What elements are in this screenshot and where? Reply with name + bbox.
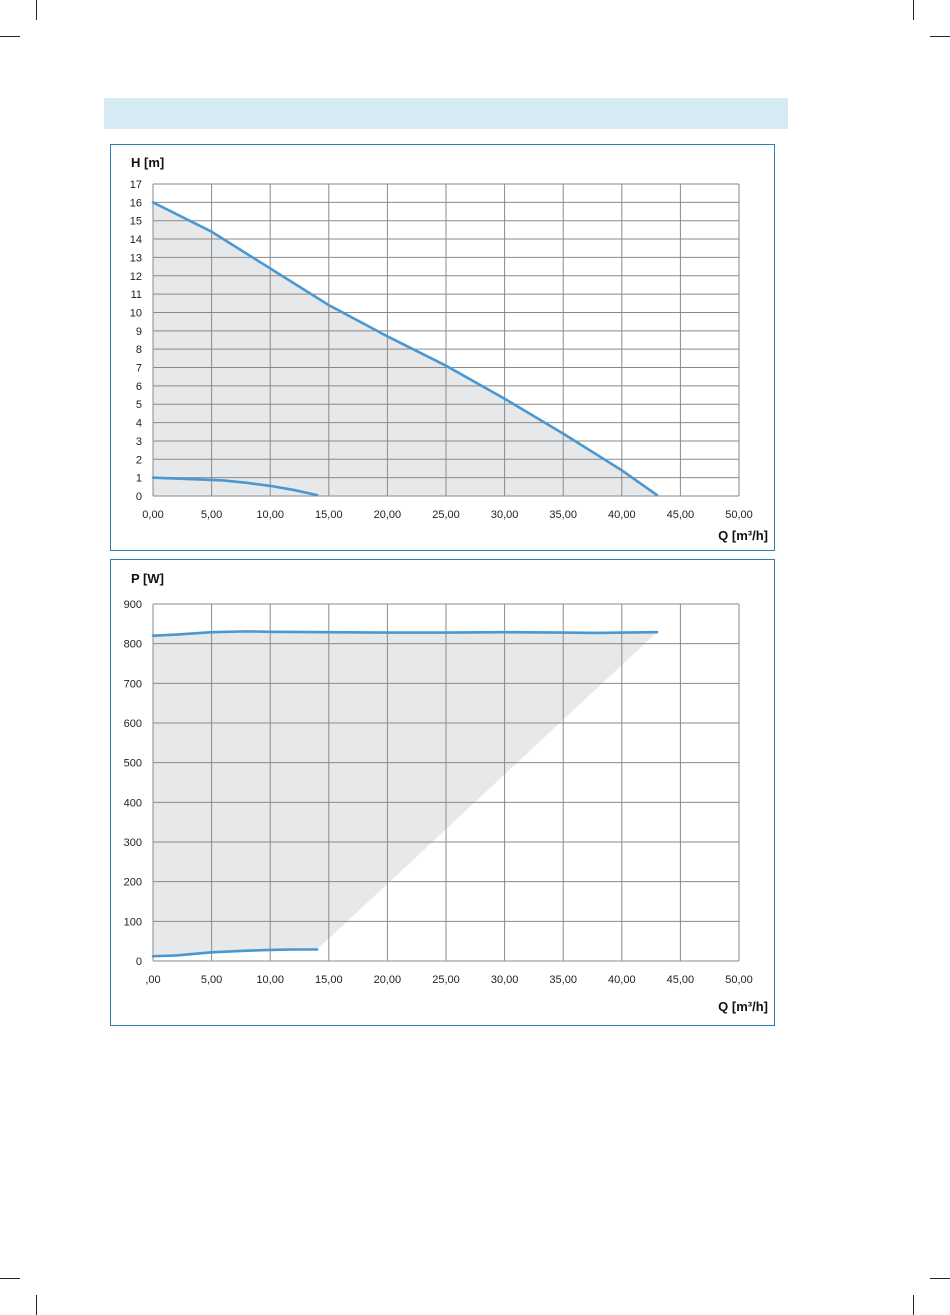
crop-mark <box>0 36 20 37</box>
y-tick-label: 600 <box>124 718 142 730</box>
min-curve-line <box>151 948 319 958</box>
y-tick-label: 14 <box>130 234 142 246</box>
max-curve-line <box>151 201 659 497</box>
x-tick-label: 40,00 <box>608 509 636 521</box>
crop-mark <box>0 1278 20 1279</box>
x-tick-label: 30,00 <box>491 974 519 986</box>
x-tick-label: 15,00 <box>315 509 343 521</box>
y-axis-title: H [m] <box>131 155 164 170</box>
crop-mark <box>913 0 914 20</box>
head-chart: 0,00 5,00 10,00 15,00 20,00 25,00 30,00 35,00 40… <box>130 155 768 543</box>
x-axis-title: Q [m³/h] <box>718 999 768 1014</box>
x-tick-label: 45,00 <box>667 974 695 986</box>
y-tick-label: 9 <box>136 326 142 338</box>
y-tick-label: 6 <box>136 381 142 393</box>
x-tick-label: 5,00 <box>201 509 222 521</box>
max-curve-line <box>151 630 659 638</box>
x-tick-label: 25,00 <box>432 974 460 986</box>
y-tick-label: 2 <box>136 454 142 466</box>
x-tick-label: 30,00 <box>491 509 519 521</box>
operating-area <box>153 631 657 957</box>
y-tick-label: 3 <box>136 436 142 448</box>
y-tick-label: 15 <box>130 216 142 228</box>
y-axis-title: P [W] <box>131 571 164 586</box>
crop-mark <box>36 1295 37 1315</box>
min-curve-line <box>151 476 319 497</box>
x-tick-label: 50,00 <box>725 509 753 521</box>
x-tick-label: 25,00 <box>432 509 460 521</box>
y-tick-label: 0 <box>136 956 142 968</box>
y-tick-label: 700 <box>124 678 142 690</box>
x-tick-label: 10,00 <box>256 509 284 521</box>
x-tick-label: 5,00 <box>201 974 222 986</box>
y-tick-label: 11 <box>131 289 142 301</box>
section-header-band <box>104 98 788 129</box>
y-tick-label: 300 <box>124 837 142 849</box>
y-tick-label: 500 <box>124 758 142 770</box>
y-tick-label: 100 <box>124 916 142 928</box>
crop-mark <box>930 1278 950 1279</box>
y-tick-label: 12 <box>130 271 142 283</box>
y-tick-label: 800 <box>124 639 142 651</box>
y-tick-label: 1 <box>136 473 142 485</box>
y-tick-label: 7 <box>136 363 142 375</box>
y-tick-label: 13 <box>130 252 142 264</box>
x-tick-label: 35,00 <box>549 974 577 986</box>
x-tick-label: 45,00 <box>667 509 695 521</box>
x-axis-title: Q [m³/h] <box>718 528 768 543</box>
x-tick-label: 40,00 <box>608 974 636 986</box>
y-tick-label: 900 <box>124 599 142 611</box>
x-tick-label: 15,00 <box>315 974 343 986</box>
crop-mark <box>930 36 950 37</box>
x-tick-label: ,00 <box>145 974 160 986</box>
head-chart-frame: 0,00 5,00 10,00 15,00 20,00 25,00 30,00 35,00 40… <box>110 144 775 551</box>
y-tick-label: 5 <box>136 399 142 411</box>
power-chart-frame: ,00 5,00 10,00 15,00 20,00 25,00 30,00 35,00 40,… <box>110 559 775 1026</box>
y-tick-label: 4 <box>136 418 142 430</box>
y-tick-label: 8 <box>136 344 142 356</box>
y-tick-label: 0 <box>136 491 142 503</box>
x-tick-label: 35,00 <box>549 509 577 521</box>
y-tick-label: 200 <box>124 877 142 889</box>
x-tick-label: 20,00 <box>374 974 402 986</box>
x-tick-label: 20,00 <box>374 509 402 521</box>
crop-mark <box>36 0 37 20</box>
y-tick-label: 16 <box>130 197 142 209</box>
crop-mark <box>913 1295 914 1315</box>
x-tick-label: 0,00 <box>142 509 163 521</box>
y-tick-label: 400 <box>124 797 142 809</box>
power-chart: ,00 5,00 10,00 15,00 20,00 25,00 30,00 35,00 40,… <box>124 571 768 1014</box>
x-tick-label: 50,00 <box>725 974 753 986</box>
y-tick-label: 17 <box>130 179 142 191</box>
x-tick-label: 10,00 <box>256 974 284 986</box>
y-tick-label: 10 <box>130 307 142 319</box>
